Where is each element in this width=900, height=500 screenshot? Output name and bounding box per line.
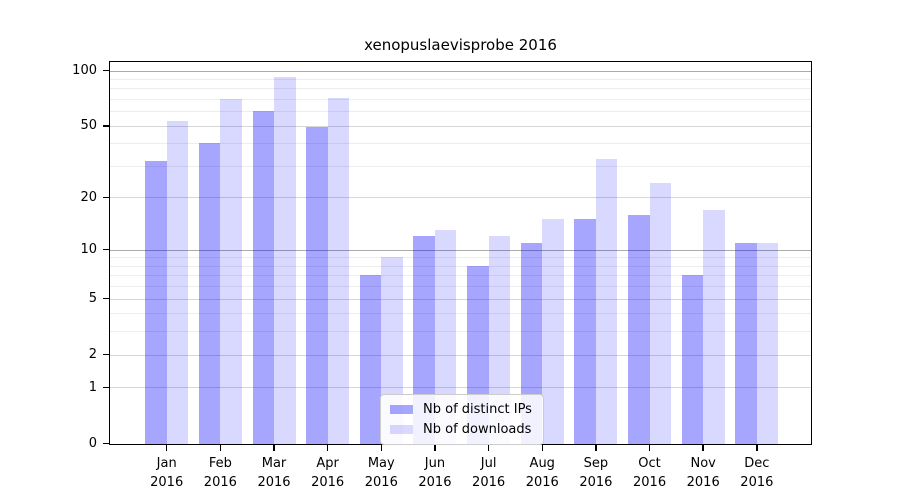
x-tick-label: Jan 2016 xyxy=(150,455,184,490)
x-tick-label: Aug 2016 xyxy=(525,455,559,490)
x-tick-label: Sep 2016 xyxy=(579,455,613,490)
x-tick-mark xyxy=(595,443,597,451)
y-minor-gridline xyxy=(110,143,811,145)
bar-distinct-ips-mar xyxy=(252,111,274,444)
x-tick-label: Oct 2016 xyxy=(633,455,667,490)
y-major-gridline xyxy=(110,249,811,251)
legend-item-downloads: Nb of downloads xyxy=(390,422,532,437)
legend-swatch-distinct-ips xyxy=(390,404,413,415)
plot-area xyxy=(110,62,811,444)
legend-swatch-downloads xyxy=(390,424,413,435)
y-tick-label: 50 xyxy=(80,118,97,134)
y-tick-label: 0 xyxy=(88,436,97,451)
bar-downloads-sep xyxy=(595,158,618,444)
y-minor-gridline xyxy=(110,257,811,259)
bar-downloads-apr xyxy=(327,97,350,444)
bar-distinct-ips-feb xyxy=(198,143,221,444)
bar-distinct-ips-apr xyxy=(306,127,328,444)
x-tick-mark xyxy=(756,443,758,451)
y-major-gridline xyxy=(110,298,811,300)
y-major-gridline xyxy=(110,387,811,389)
x-tick-mark xyxy=(541,443,543,451)
y-minor-gridline xyxy=(110,331,811,333)
y-minor-gridline xyxy=(110,275,811,277)
x-tick-label: Nov 2016 xyxy=(686,455,720,490)
x-tick-label: Jul 2016 xyxy=(472,455,506,490)
bar-downloads-oct xyxy=(649,183,672,444)
x-tick-mark xyxy=(648,443,651,451)
y-major-gridline xyxy=(110,70,811,72)
x-tick-mark xyxy=(380,443,383,451)
x-tick-label: Mar 2016 xyxy=(257,455,291,490)
y-tick-mark xyxy=(103,125,110,127)
chart-title: xenopuslaevisprobe 2016 xyxy=(364,36,557,54)
y-minor-gridline xyxy=(110,313,811,315)
bar-downloads-feb xyxy=(220,99,242,444)
y-major-gridline xyxy=(110,197,811,199)
y-minor-gridline xyxy=(110,286,811,288)
y-tick-mark xyxy=(103,353,110,356)
y-minor-gridline xyxy=(110,265,811,267)
y-minor-gridline xyxy=(110,88,811,90)
bar-downloads-nov xyxy=(703,209,725,444)
bar-downloads-jan xyxy=(166,121,189,444)
bar-distinct-ips-aug xyxy=(520,242,543,444)
legend-item-distinct-ips: Nb of distinct IPs xyxy=(390,402,532,417)
bar-distinct-ips-dec xyxy=(735,242,757,444)
y-minor-gridline xyxy=(110,78,811,80)
y-tick-mark xyxy=(103,196,110,199)
bar-downloads-aug xyxy=(542,219,564,444)
y-tick-label: 20 xyxy=(80,189,97,205)
y-tick-mark xyxy=(103,442,110,445)
y-minor-gridline xyxy=(110,166,811,167)
bar-distinct-ips-sep xyxy=(574,219,596,444)
bar-downloads-dec xyxy=(756,242,779,444)
x-tick-label: Dec 2016 xyxy=(740,455,774,490)
bar-distinct-ips-nov xyxy=(681,275,704,444)
x-tick-mark xyxy=(219,443,222,451)
bar-distinct-ips-may xyxy=(359,275,382,444)
legend: Nb of distinct IPs Nb of downloads xyxy=(380,394,544,445)
bar-distinct-ips-jan xyxy=(145,160,167,444)
x-tick-mark xyxy=(434,443,436,451)
y-tick-mark xyxy=(103,386,110,389)
x-tick-label: Feb 2016 xyxy=(203,455,237,490)
x-tick-mark xyxy=(487,443,490,451)
y-minor-gridline xyxy=(110,99,811,101)
y-tick-label: 100 xyxy=(72,63,97,79)
bar-distinct-ips-jun xyxy=(413,236,435,444)
bar-downloads-mar xyxy=(274,77,296,444)
x-tick-label: May 2016 xyxy=(364,455,398,490)
legend-label-distinct-ips: Nb of distinct IPs xyxy=(423,402,532,417)
y-tick-mark xyxy=(103,248,110,251)
bar-distinct-ips-oct xyxy=(628,214,650,444)
legend-label-downloads: Nb of downloads xyxy=(423,422,532,437)
y-minor-gridline xyxy=(110,111,811,113)
y-major-gridline xyxy=(110,354,811,356)
y-tick-label: 1 xyxy=(88,379,97,395)
y-tick-label: 5 xyxy=(88,291,97,307)
x-tick-mark xyxy=(273,443,275,451)
y-tick-mark xyxy=(103,297,110,300)
x-tick-mark xyxy=(165,443,168,451)
x-tick-label: Jun 2016 xyxy=(418,455,452,490)
bar-downloads-jul xyxy=(488,236,511,444)
y-tick-label: 10 xyxy=(80,242,97,258)
bar-downloads-jun xyxy=(434,230,457,444)
y-major-gridline xyxy=(110,125,811,127)
y-tick-label: 2 xyxy=(88,347,97,363)
x-tick-mark xyxy=(702,443,704,451)
y-tick-mark xyxy=(103,69,110,72)
x-tick-label: Apr 2016 xyxy=(311,455,345,490)
x-tick-mark xyxy=(326,443,329,451)
